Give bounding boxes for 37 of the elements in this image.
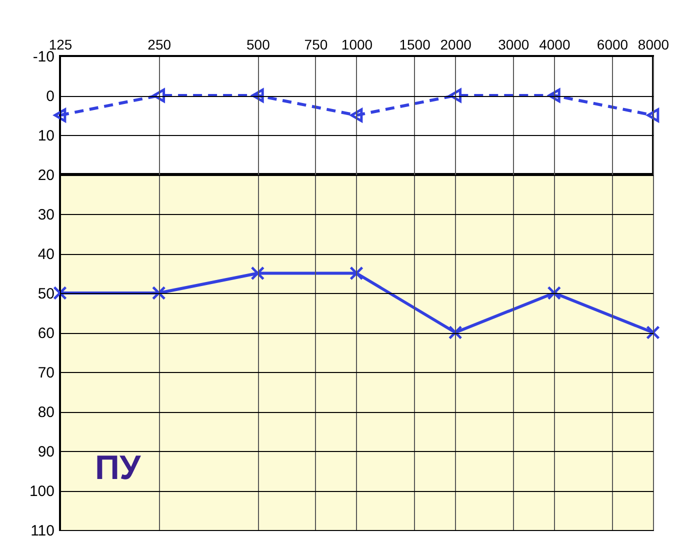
- point: [548, 88, 560, 102]
- x-tick-label: 2000: [440, 36, 472, 52]
- point: [250, 266, 265, 280]
- point: [646, 108, 660, 122]
- point: [152, 286, 166, 300]
- point: [350, 266, 364, 280]
- x-tick-label: 8000: [638, 36, 670, 52]
- x-tick-label: 3000: [498, 36, 530, 52]
- point: [448, 326, 462, 340]
- x-tick-label: 750: [304, 36, 328, 52]
- point: [54, 108, 66, 122]
- y-tick-label: 20: [38, 167, 54, 184]
- y-tick-label: 60: [38, 325, 54, 342]
- point: [547, 286, 562, 300]
- x-tick-label: 1000: [341, 36, 373, 52]
- y-tick-label: 0: [46, 88, 54, 105]
- x-tick-label: 500: [246, 36, 270, 52]
- y-tick-label: 10: [38, 128, 54, 144]
- y-tick-label: 40: [38, 246, 54, 263]
- y-tick-label: 30: [38, 206, 54, 224]
- y-tick-label: 100: [29, 483, 54, 500]
- x-tick-label: 4000: [539, 36, 570, 52]
- point: [350, 108, 363, 122]
- point: [152, 88, 166, 102]
- y-tick-label: 70: [38, 364, 54, 382]
- x-tick-label: 6000: [596, 36, 628, 52]
- annotation: ПУ: [95, 449, 142, 487]
- point: [646, 326, 660, 340]
- point: [251, 88, 264, 102]
- point: [53, 286, 67, 300]
- x-tick-label: 1500: [399, 36, 431, 52]
- y-tick-label: 50: [38, 286, 54, 302]
- y-tick-label: 110: [30, 522, 54, 540]
- y-tick-label: 80: [38, 404, 54, 421]
- y-tick-label: 90: [38, 444, 54, 460]
- x-tick-label: 250: [148, 36, 172, 52]
- point: [449, 88, 462, 102]
